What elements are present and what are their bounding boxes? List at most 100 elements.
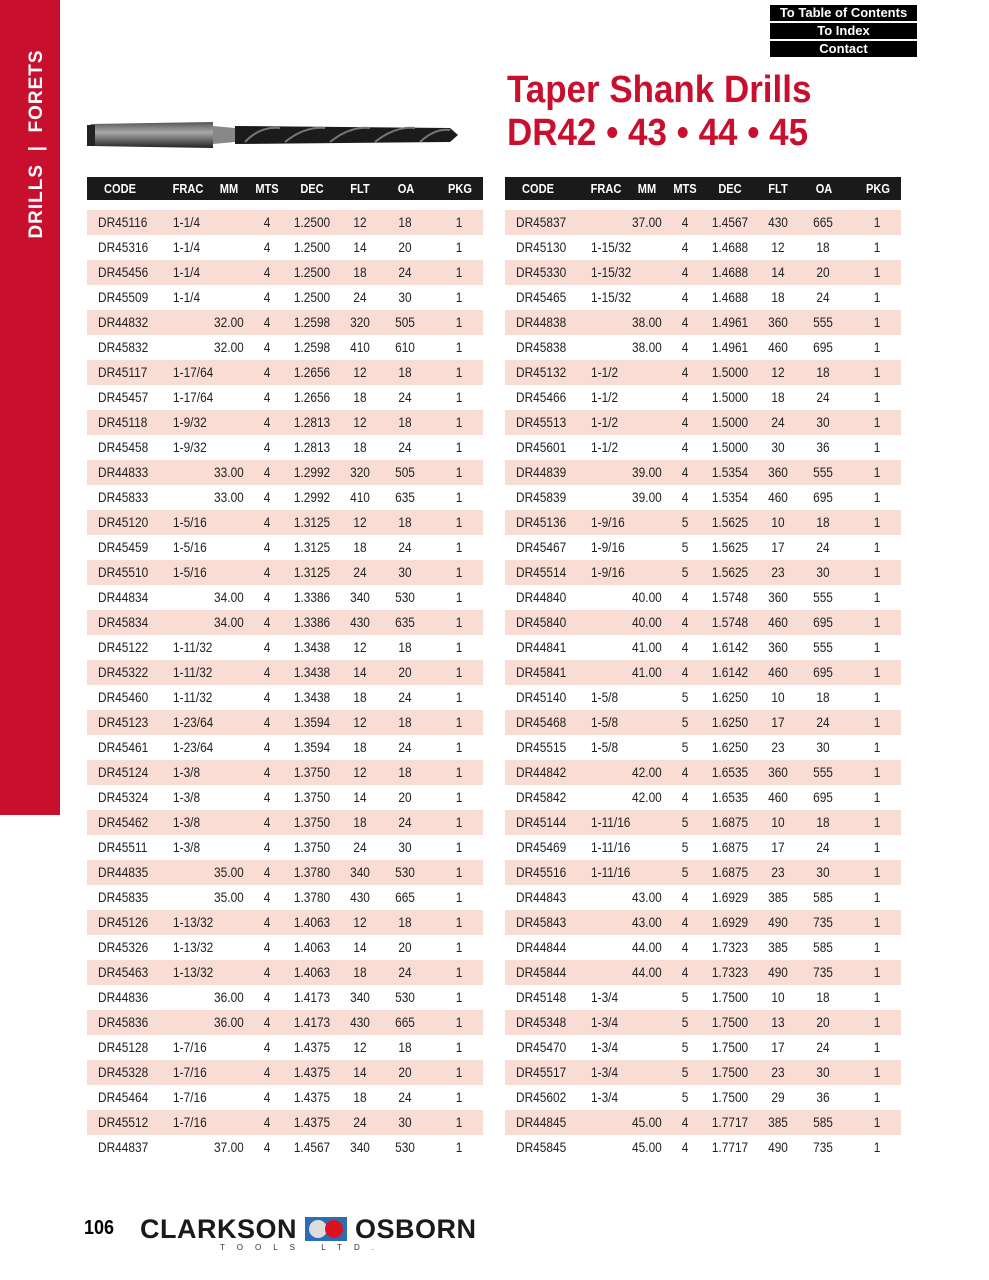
cell-oa: 18 [398, 765, 412, 780]
cell-mm: 45.00 [632, 1140, 662, 1155]
cell-mts: 5 [681, 565, 689, 580]
logo-emblem-icon [305, 1217, 348, 1241]
table-row: DR45316 1-1/4 4 1.2500 14 20 1 [87, 235, 483, 260]
cell-mts: 4 [263, 390, 271, 405]
cell-code: DR45836 [98, 1015, 149, 1030]
table-row: DR45512 1-7/16 4 1.4375 24 30 1 [87, 1110, 483, 1135]
table-row: DR44832 32.00 4 1.2598 320 505 1 [87, 310, 483, 335]
cell-flt: 490 [768, 915, 788, 930]
cell-mm: 44.00 [632, 940, 662, 955]
cell-oa: 20 [816, 265, 830, 280]
cell-mts: 4 [263, 690, 271, 705]
cell-dec: 1.3780 [293, 890, 331, 905]
header-code: CODE [104, 181, 136, 196]
cell-code: DR45144 [516, 815, 567, 830]
cell-flt: 18 [353, 265, 367, 280]
cell-oa: 695 [813, 490, 833, 505]
cell-code: DR45844 [516, 965, 567, 980]
cell-mts: 5 [681, 515, 689, 530]
cell-dec: 1.4063 [293, 940, 331, 955]
cell-dec: 1.5000 [711, 390, 749, 405]
table-row: DR45326 1-13/32 4 1.4063 14 20 1 [87, 935, 483, 960]
cell-dec: 1.6535 [711, 790, 749, 805]
cell-pkg: 1 [455, 690, 463, 705]
cell-flt: 23 [771, 565, 785, 580]
cell-pkg: 1 [873, 340, 881, 355]
cell-dec: 1.4375 [293, 1065, 331, 1080]
cell-mts: 4 [263, 515, 271, 530]
cell-oa: 24 [398, 740, 412, 755]
cell-flt: 460 [768, 340, 788, 355]
cell-mts: 5 [681, 1090, 689, 1105]
cell-flt: 24 [353, 1115, 367, 1130]
cell-frac: 1-11/32 [173, 640, 213, 655]
page-title: Taper Shank Drills [507, 69, 812, 111]
cell-flt: 14 [353, 665, 367, 680]
cell-code: DR44835 [98, 865, 149, 880]
cell-dec: 1.6250 [711, 715, 749, 730]
table-of-contents-link[interactable]: To Table of Contents [770, 5, 917, 21]
cell-dec: 1.7500 [711, 1065, 749, 1080]
cell-pkg: 1 [455, 315, 463, 330]
cell-pkg: 1 [455, 840, 463, 855]
cell-oa: 18 [398, 715, 412, 730]
cell-frac: 1-1/2 [591, 390, 619, 405]
cell-mts: 4 [681, 390, 689, 405]
cell-mts: 4 [263, 815, 271, 830]
cell-dec: 1.6875 [711, 865, 749, 880]
cell-mm: 40.00 [632, 615, 662, 630]
cell-pkg: 1 [455, 890, 463, 905]
cell-mm: 41.00 [632, 640, 662, 655]
cell-code: DR45118 [98, 415, 148, 430]
cell-code: DR45843 [516, 915, 567, 930]
table-row: DR45840 40.00 4 1.5748 460 695 1 [505, 610, 901, 635]
cell-code: DR45461 [98, 740, 149, 755]
table-row: DR45466 1-1/2 4 1.5000 18 24 1 [505, 385, 901, 410]
cell-oa: 555 [813, 640, 833, 655]
cell-flt: 17 [771, 840, 785, 855]
cell-oa: 18 [398, 640, 412, 655]
cell-pkg: 1 [455, 615, 463, 630]
cell-pkg: 1 [455, 490, 463, 505]
table-row: DR45140 1-5/8 5 1.6250 10 18 1 [505, 685, 901, 710]
cell-flt: 385 [768, 940, 788, 955]
cell-mts: 4 [263, 865, 271, 880]
cell-mm: 37.00 [632, 215, 662, 230]
contact-link[interactable]: Contact [770, 41, 917, 57]
cell-flt: 340 [350, 1140, 370, 1155]
table-row: DR45515 1-5/8 5 1.6250 23 30 1 [505, 735, 901, 760]
header-mm: MM [219, 181, 239, 196]
header-code: CODE [522, 181, 554, 196]
cell-frac: 1-1/2 [591, 415, 619, 430]
cell-flt: 320 [350, 465, 370, 480]
cell-oa: 24 [816, 540, 830, 555]
index-link[interactable]: To Index [770, 23, 917, 39]
cell-mts: 5 [681, 815, 689, 830]
cell-oa: 24 [816, 290, 830, 305]
cell-oa: 30 [398, 290, 412, 305]
cell-dec: 1.4173 [293, 1015, 331, 1030]
table-row: DR45463 1-13/32 4 1.4063 18 24 1 [87, 960, 483, 985]
cell-flt: 10 [771, 690, 785, 705]
cell-oa: 20 [398, 240, 412, 255]
cell-oa: 695 [813, 615, 833, 630]
cell-oa: 20 [398, 940, 412, 955]
cell-pkg: 1 [455, 990, 463, 1005]
cell-flt: 24 [771, 415, 785, 430]
cell-dec: 1.4375 [293, 1090, 331, 1105]
cell-mm: 43.00 [632, 915, 662, 930]
cell-dec: 1.4961 [711, 315, 749, 330]
cell-oa: 18 [398, 415, 412, 430]
cell-flt: 12 [771, 240, 785, 255]
cell-dec: 1.7500 [711, 1040, 749, 1055]
cell-oa: 18 [816, 365, 830, 380]
cell-dec: 1.6142 [711, 640, 749, 655]
cell-mts: 4 [263, 665, 271, 680]
table-row: DR44834 34.00 4 1.3386 340 530 1 [87, 585, 483, 610]
cell-frac: 1-3/4 [591, 1065, 619, 1080]
cell-oa: 530 [395, 1140, 415, 1155]
cell-code: DR44833 [98, 465, 149, 480]
table-row: DR45124 1-3/8 4 1.3750 12 18 1 [87, 760, 483, 785]
cell-mts: 4 [263, 965, 271, 980]
table-row: DR45460 1-11/32 4 1.3438 18 24 1 [87, 685, 483, 710]
